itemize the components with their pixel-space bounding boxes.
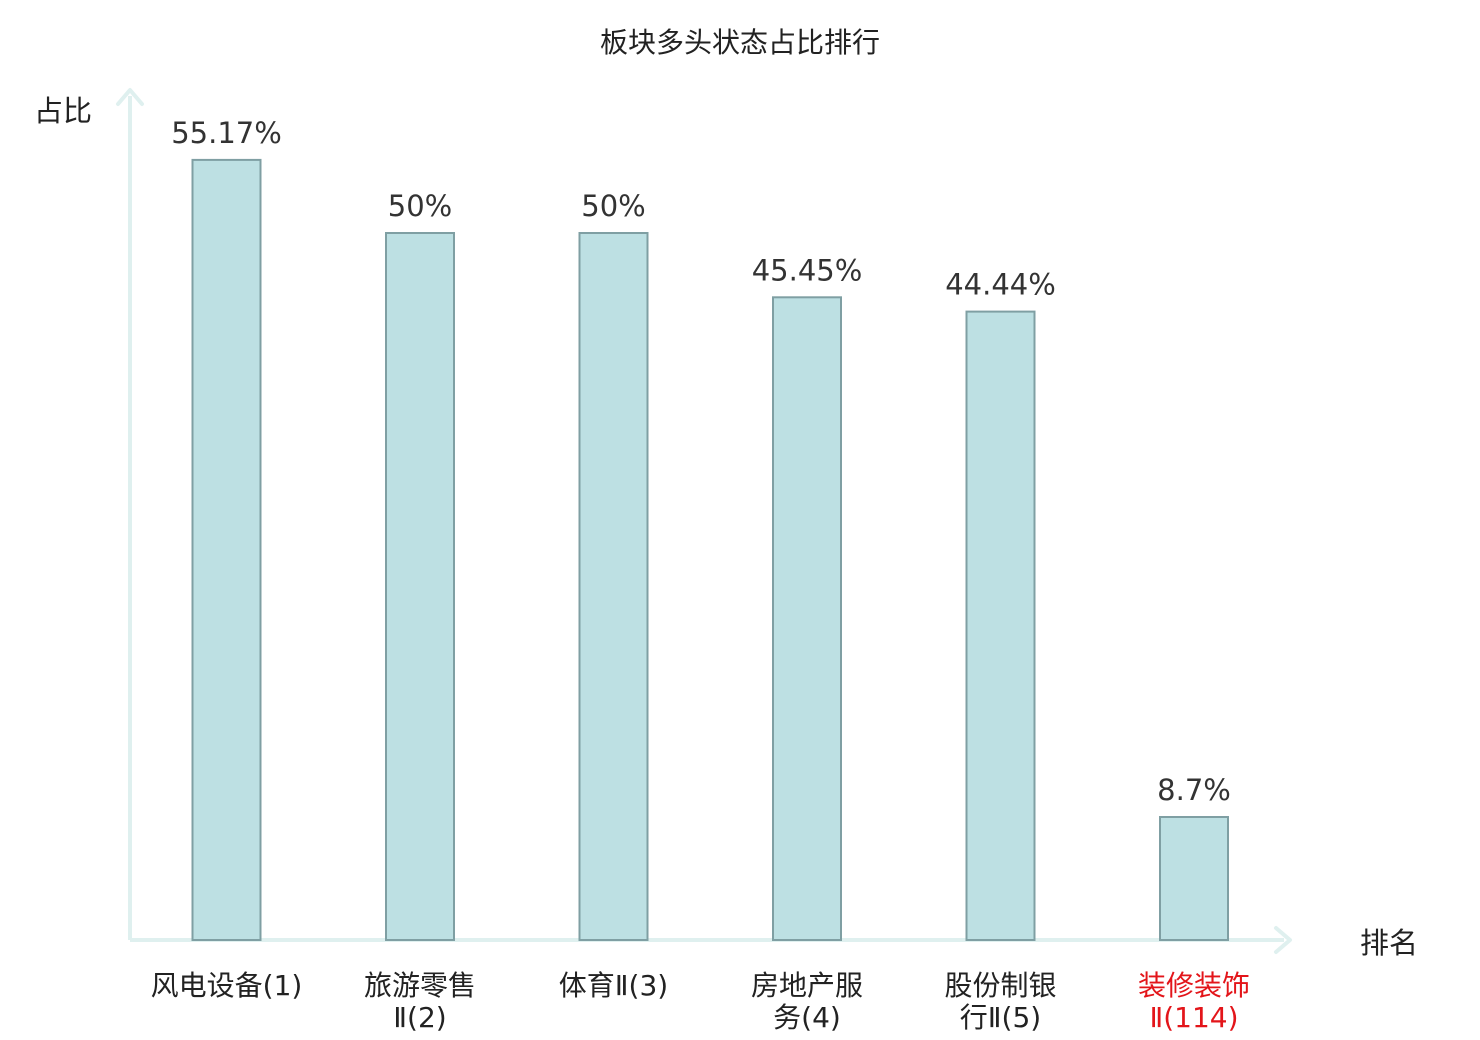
category-label-5-line-2: 行Ⅱ(5): [960, 1001, 1041, 1034]
category-label-5-line-1: 股份制银: [944, 969, 1056, 1002]
category-label-1: 风电设备(1): [151, 969, 303, 1002]
value-label-1: 55.17%: [171, 116, 282, 150]
value-label-6: 8.7%: [1157, 773, 1231, 807]
bar-3: [578, 232, 649, 941]
category-label-6-line-1: 装修装饰: [1138, 969, 1250, 1002]
category-label-2-line-2: Ⅱ(2): [393, 1001, 446, 1034]
category-label-6-line-2: Ⅱ(114): [1149, 1001, 1238, 1034]
category-label-3: 体育Ⅱ(3): [559, 969, 668, 1002]
y-axis-label: 占比: [34, 94, 92, 128]
bar-series: [191, 158, 1229, 942]
category-label-4-line-1: 房地产服: [751, 969, 863, 1002]
value-label-5: 44.44%: [945, 268, 1056, 302]
y-axis-arrow: [116, 88, 144, 106]
value-label-3: 50%: [581, 189, 645, 223]
bar-4: [772, 296, 842, 941]
category-label-2-line-1: 旅游零售: [364, 969, 476, 1002]
category-label-4-line-2: 务(4): [773, 1001, 841, 1034]
bar-5: [965, 310, 1036, 942]
bar-6: [1159, 816, 1229, 941]
value-label-4: 45.45%: [752, 253, 863, 287]
x-axis-label: 排名: [1360, 926, 1418, 960]
value-labels: 55.17% 50% 50% 45.45% 44.44% 8.7%: [171, 116, 1231, 807]
chart-title: 板块多头状态占比排行: [600, 26, 880, 59]
bar-1: [191, 158, 262, 941]
value-label-2: 50%: [388, 189, 452, 223]
bar-2: [385, 232, 455, 941]
x-axis-arrow: [1274, 926, 1292, 954]
